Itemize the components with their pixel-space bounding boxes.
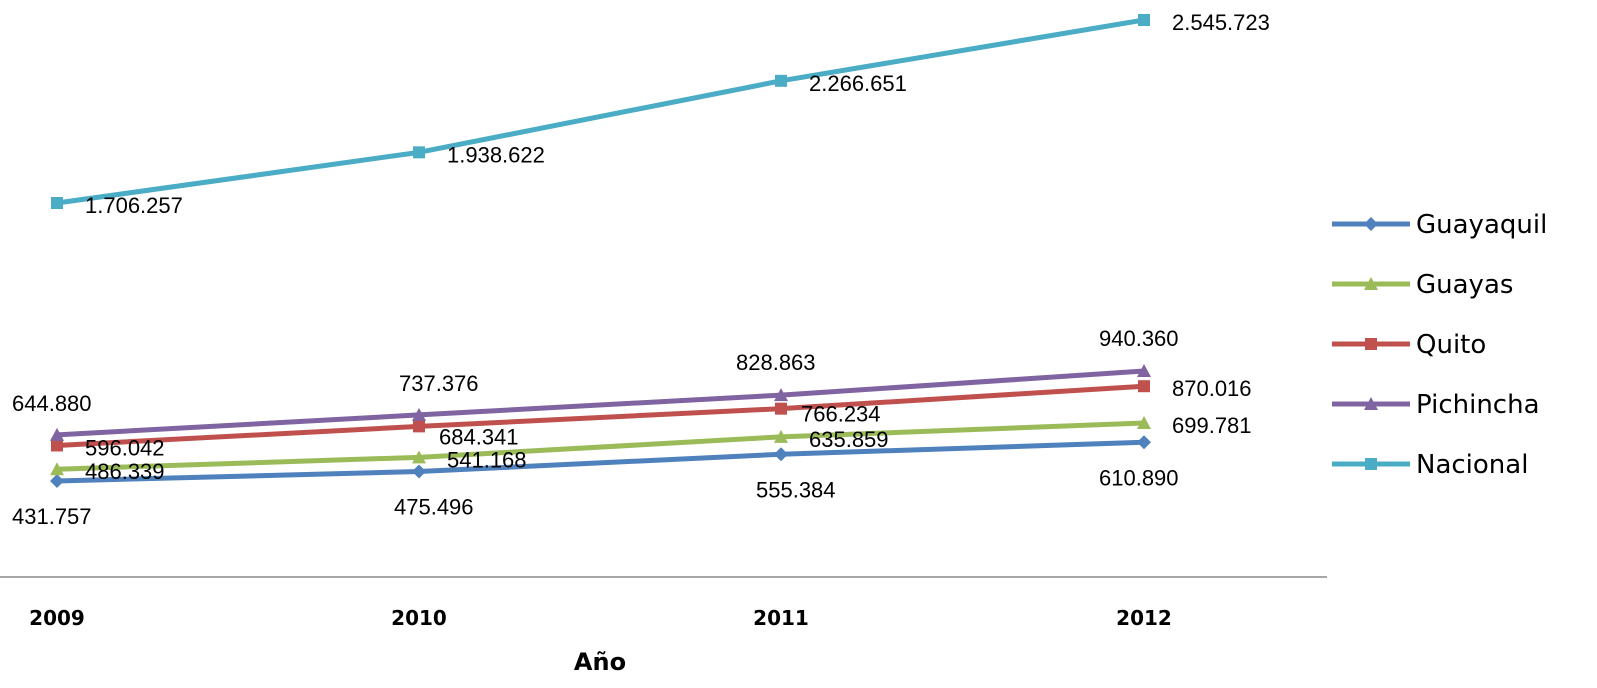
x-tick-label-2010: 2010 [391, 606, 447, 630]
pichincha-data-label-2012: 940.360 [1099, 326, 1179, 351]
guayaquil-data-label-2009: 431.757 [12, 504, 92, 529]
x-tick-labels: 2009 2010 2011 2012 [29, 606, 1172, 630]
nacional-data-label-2009: 1.706.257 [85, 193, 183, 218]
pichincha-data-label-2010: 737.376 [399, 371, 479, 396]
nacional-point-2011 [775, 74, 787, 87]
guayas-data-label-2011: 635.859 [809, 427, 889, 452]
guayas-data-label-2012: 699.781 [1172, 413, 1252, 438]
guayas-point-2012 [1137, 416, 1151, 430]
pichincha-point-2011 [774, 388, 788, 402]
guayaquil-data-label-2012: 610.890 [1099, 465, 1179, 490]
guayaquil-data-label-2011: 555.384 [756, 477, 836, 502]
guayaquil-point-2012 [1137, 435, 1151, 450]
legend-marker-quito [1365, 338, 1377, 350]
x-axis-title: Año [574, 648, 626, 676]
quito-data-label-2012: 870.016 [1172, 376, 1252, 401]
nacional-data-label-2011: 2.266.651 [809, 71, 907, 96]
x-tick-label-2011: 2011 [753, 606, 809, 630]
legend-marker-pichincha [1364, 397, 1378, 410]
quito-point-2009 [51, 439, 63, 452]
guayas-series-line [54, 420, 1147, 472]
nacional-point-2010 [413, 146, 425, 159]
series-layer [50, 14, 1151, 488]
nacional-data-label-2012: 2.545.723 [1172, 10, 1270, 35]
legend-label-nacional: Nacional [1416, 450, 1528, 480]
guayas-point-2009 [50, 462, 64, 476]
pichincha-point-2010 [412, 407, 426, 421]
x-tick-label-2009: 2009 [29, 606, 85, 630]
pichincha-data-label-2011: 828.863 [736, 350, 816, 375]
legend-label-quito: Quito [1416, 330, 1486, 360]
quito-data-label-2010: 684.341 [439, 424, 519, 449]
data-labels-layer: 431.757 475.496 555.384 610.890 486.339 541.1… [12, 10, 1270, 529]
nacional-point-2009 [51, 197, 63, 209]
nacional-data-label-2010: 1.938.622 [447, 142, 545, 167]
guayaquil-data-label-2010: 475.496 [394, 495, 474, 520]
guayas-point-2010 [412, 450, 426, 464]
pichincha-series-line [54, 368, 1147, 438]
legend-marker-nacional [1365, 458, 1377, 470]
guayas-data-label-2010: 541.168 [447, 447, 527, 472]
guayaquil-point-2011 [774, 447, 788, 462]
legend-label-guayaquil: Guayaquil [1416, 210, 1547, 240]
legend: Guayaquil Guayas Quito Pichincha Nacional [1332, 210, 1547, 480]
pichincha-point-2012 [1137, 364, 1151, 377]
nacional-series-line [54, 17, 1147, 206]
nacional-point-2012 [1138, 14, 1150, 26]
legend-label-guayas: Guayas [1416, 270, 1513, 300]
guayas-data-label-2009: 486.339 [85, 459, 165, 484]
guayaquil-point-2010 [412, 464, 426, 479]
quito-data-label-2009: 596.042 [85, 435, 165, 460]
legend-marker-guayas [1364, 277, 1378, 290]
guayaquil-point-2009 [50, 474, 64, 488]
x-tick-label-2012: 2012 [1116, 606, 1172, 630]
quito-point-2012 [1138, 380, 1150, 393]
pichincha-data-label-2009: 644.880 [12, 391, 92, 416]
guayas-point-2011 [774, 429, 788, 443]
legend-marker-guayaquil [1364, 217, 1378, 231]
quito-data-label-2011: 766.234 [801, 402, 881, 427]
quito-series-line [54, 383, 1147, 448]
quito-point-2011 [775, 402, 787, 415]
legend-label-pichincha: Pichincha [1416, 390, 1540, 420]
guayaquil-series-line [54, 439, 1147, 484]
quito-point-2010 [413, 420, 425, 433]
pichincha-point-2009 [50, 427, 64, 441]
